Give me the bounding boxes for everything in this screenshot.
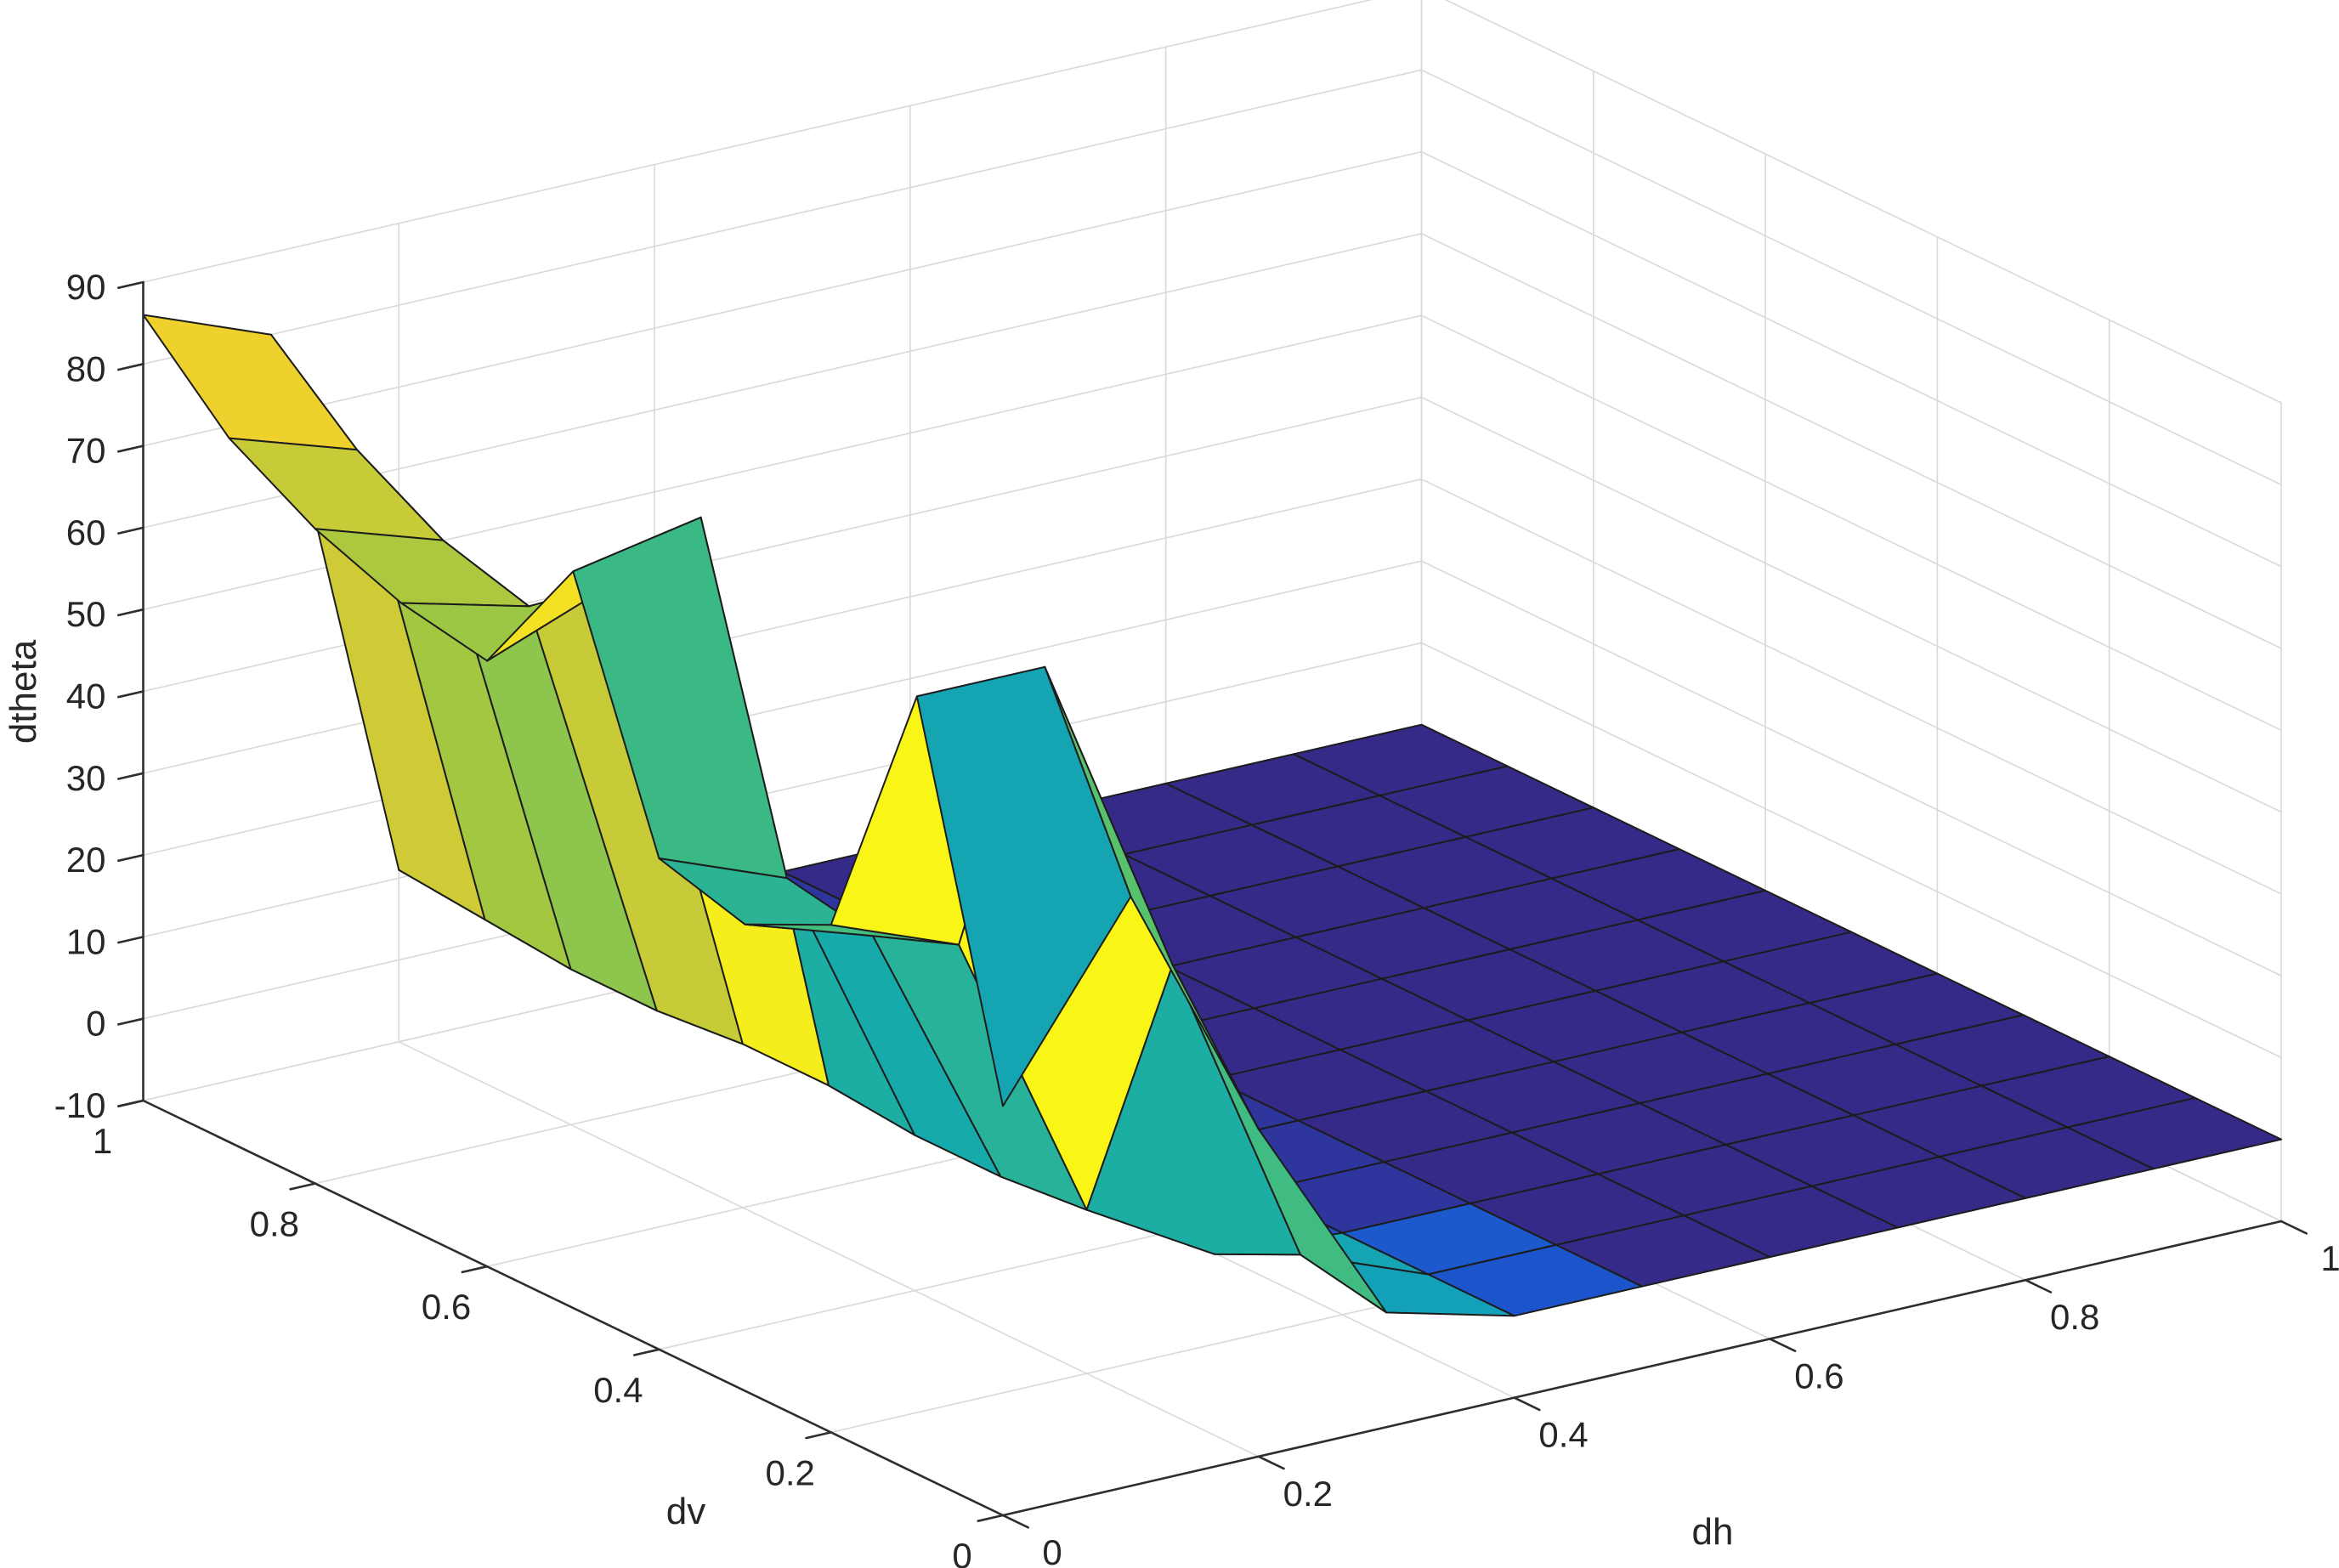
dh-tick-label: 0.6 bbox=[1794, 1356, 1843, 1395]
dh-tick-label: 0 bbox=[1042, 1532, 1062, 1568]
surface-face bbox=[228, 437, 445, 541]
dv-tick-label: 0 bbox=[952, 1536, 971, 1568]
dv-tick-label: 0.8 bbox=[250, 1204, 299, 1244]
dv-tick-label: 0.6 bbox=[422, 1287, 471, 1327]
dv-axis-label: dv bbox=[666, 1491, 705, 1532]
dh-tick-label: 0.8 bbox=[2050, 1297, 2099, 1337]
z-tick-label: 70 bbox=[66, 431, 106, 471]
dh-axis-label: dh bbox=[1692, 1511, 1734, 1553]
z-tick-label: 50 bbox=[66, 594, 106, 634]
dv-tick-label: 0.4 bbox=[593, 1370, 643, 1410]
dv-tick-label: 1 bbox=[93, 1121, 112, 1161]
z-tick-label: 10 bbox=[66, 921, 106, 961]
dtheta-axis-label: dtheta bbox=[3, 639, 44, 744]
surface-face bbox=[142, 314, 358, 451]
dh-tick-label: 1 bbox=[2320, 1238, 2339, 1278]
z-tick-label: -10 bbox=[54, 1085, 106, 1125]
axis-lines bbox=[117, 280, 2308, 1529]
z-tick-label: 90 bbox=[66, 267, 106, 307]
z-tick-label: 20 bbox=[66, 840, 106, 880]
z-tick-label: 0 bbox=[86, 1004, 105, 1044]
z-tick-label: 80 bbox=[66, 348, 106, 388]
surface-face bbox=[915, 665, 1132, 1107]
axis-titles: dv dh dtheta bbox=[3, 639, 1733, 1553]
dh-tick-label: 0.2 bbox=[1283, 1474, 1333, 1514]
dv-tick-label: 0.2 bbox=[766, 1452, 815, 1492]
z-tick-label: 40 bbox=[66, 676, 106, 716]
surface-mesh bbox=[142, 314, 2282, 1317]
dh-tick-label: 0.4 bbox=[1538, 1415, 1588, 1455]
z-tick-label: 60 bbox=[66, 512, 106, 552]
tick-labels: -10010203040506070809000.20.40.60.8100.2… bbox=[54, 267, 2339, 1568]
z-tick-label: 30 bbox=[66, 758, 106, 798]
